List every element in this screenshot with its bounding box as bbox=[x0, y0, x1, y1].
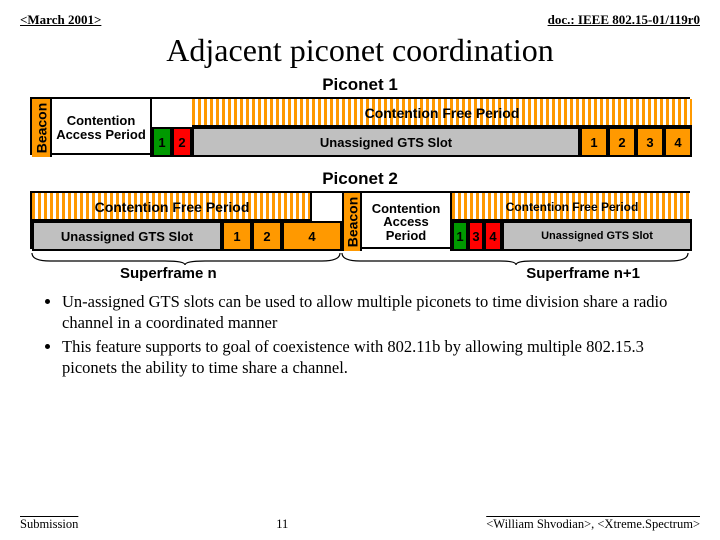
page-title: Adjacent piconet coordination bbox=[20, 32, 700, 69]
gts-slot: 2 bbox=[252, 221, 282, 251]
cfp-label: Contention Free Period bbox=[452, 193, 692, 221]
unassigned-block: Unassigned GTS Slot bbox=[502, 221, 692, 251]
header: <March 2001> doc.: IEEE 802.15-01/119r0 bbox=[20, 12, 700, 28]
footer: Submission 11 <William Shvodian>, <Xtrem… bbox=[20, 517, 700, 532]
footer-right: <William Shvodian>, <Xtreme.Spectrum> bbox=[486, 517, 700, 532]
gts-slot: 3 bbox=[636, 127, 664, 157]
bullet-list: Un-assigned GTS slots can be used to all… bbox=[62, 292, 670, 379]
sf-n1-label: Superframe n+1 bbox=[526, 265, 640, 282]
piconet2-diagram: Contention Free PeriodUnassigned GTS Slo… bbox=[30, 191, 690, 249]
gts-slot: 1 bbox=[580, 127, 608, 157]
beacon-block: Beacon bbox=[342, 193, 362, 251]
gts-slot: 2 bbox=[172, 127, 192, 157]
piconet1-diagram: Beacon Contention Access Period Contenti… bbox=[30, 97, 690, 155]
gts-slot: 1 bbox=[452, 221, 468, 251]
unassigned-block: Unassigned GTS Slot bbox=[192, 127, 580, 157]
gts-slot: 4 bbox=[484, 221, 502, 251]
beacon-block: Beacon bbox=[32, 99, 52, 157]
bullet-2: This feature supports to goal of coexist… bbox=[62, 337, 670, 378]
footer-center: 11 bbox=[276, 517, 288, 532]
gts-slot: 4 bbox=[664, 127, 692, 157]
gts-slot: 1 bbox=[152, 127, 172, 157]
piconet1-label: Piconet 1 bbox=[20, 75, 700, 95]
footer-left: Submission bbox=[20, 517, 78, 532]
gts-slot: 3 bbox=[468, 221, 484, 251]
superframe-labels: Superframe n Superframe n+1 bbox=[30, 265, 690, 282]
gts-slot: 1 bbox=[222, 221, 252, 251]
unassigned-block: Unassigned GTS Slot bbox=[32, 221, 222, 251]
cap-block: Contention Access Period bbox=[362, 193, 452, 251]
bullet-1: Un-assigned GTS slots can be used to all… bbox=[62, 292, 670, 333]
header-right: doc.: IEEE 802.15-01/119r0 bbox=[548, 12, 700, 28]
cap-block: Contention Access Period bbox=[52, 99, 152, 157]
gts-slot: 4 bbox=[282, 221, 342, 251]
brace bbox=[30, 251, 690, 265]
piconet2-label: Piconet 2 bbox=[20, 169, 700, 189]
cfp-label: Contention Free Period bbox=[192, 99, 692, 127]
header-left: <March 2001> bbox=[20, 12, 101, 28]
cfp-label: Contention Free Period bbox=[32, 193, 312, 221]
gts-slot: 2 bbox=[608, 127, 636, 157]
sf-n-label: Superframe n bbox=[120, 265, 217, 282]
